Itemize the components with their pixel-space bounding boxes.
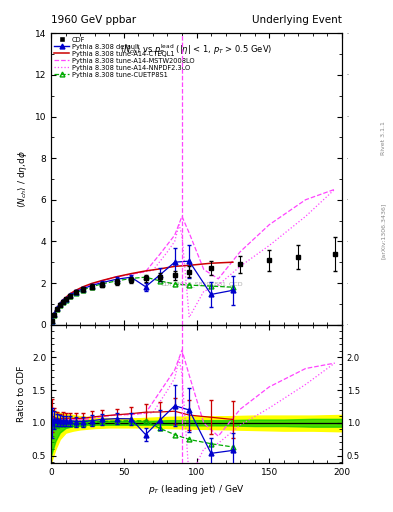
Text: $\langle N_{ch}\rangle$ vs $p_T^{\rm lead}$ ($|\eta|$ < 1, $p_T$ > 0.5 GeV): $\langle N_{ch}\rangle$ vs $p_T^{\rm lea… [120,42,273,57]
Text: 1960 GeV ppbar: 1960 GeV ppbar [51,14,136,25]
Text: Underlying Event: Underlying Event [252,14,342,25]
Text: CDF_2010_S8591881_CCD: CDF_2010_S8591881_CCD [161,281,244,287]
Y-axis label: $\langle N_{ch} \rangle$ / d$\eta$,d$\phi$: $\langle N_{ch} \rangle$ / d$\eta$,d$\ph… [16,150,29,208]
Y-axis label: Ratio to CDF: Ratio to CDF [17,366,26,422]
Text: Rivet 3.1.1: Rivet 3.1.1 [381,121,386,155]
Legend: CDF, Pythia 8.308 default, Pythia 8.308 tune-A14-CTEQL1, Pythia 8.308 tune-A14-M: CDF, Pythia 8.308 default, Pythia 8.308 … [53,35,196,79]
Text: [arXiv:1306.3436]: [arXiv:1306.3436] [381,202,386,259]
X-axis label: $p_T$ (leading jet) / GeV: $p_T$ (leading jet) / GeV [148,483,245,496]
